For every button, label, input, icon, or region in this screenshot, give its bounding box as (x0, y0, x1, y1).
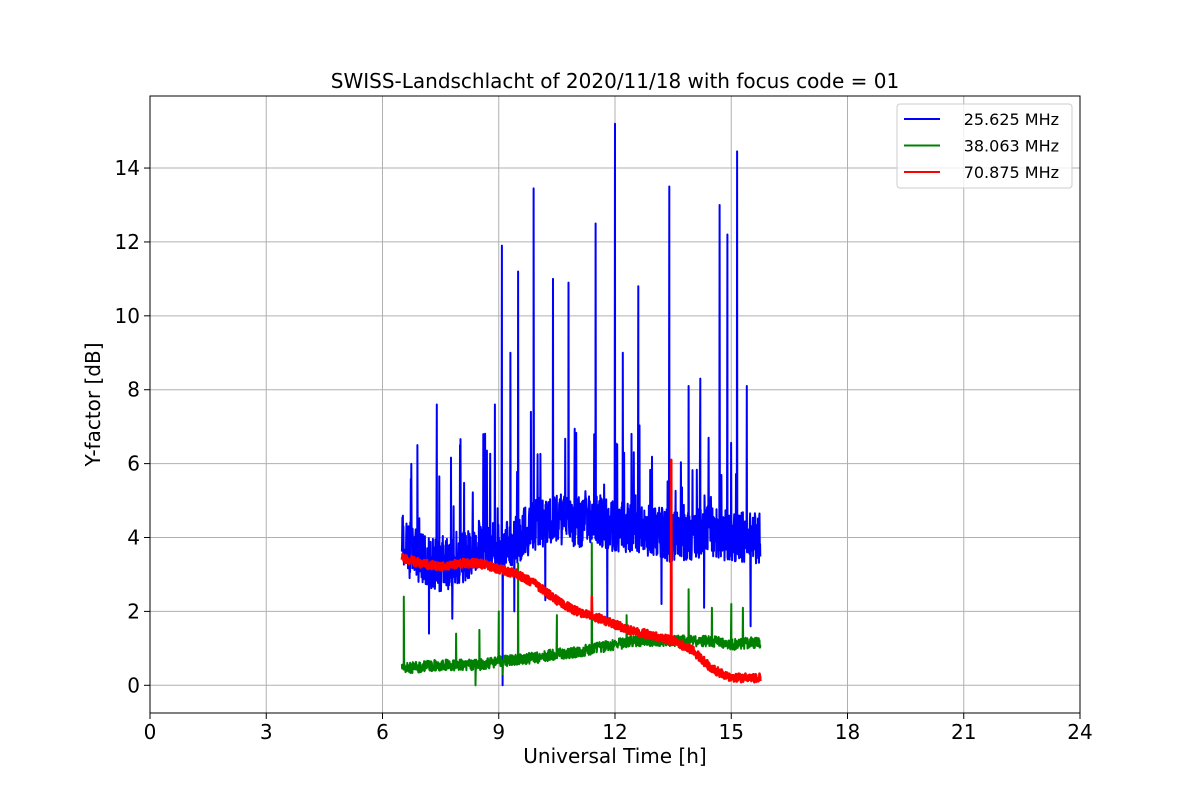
series-line-1 (400, 122, 762, 687)
x-tick-label: 6 (376, 720, 389, 744)
y-axis-label: Y-factor [dB] (81, 342, 105, 467)
y-axis: 0 2 4 6 8 10 12 14 (115, 156, 150, 697)
y-tick-label: 6 (127, 452, 140, 476)
legend-label-2: 38.063 MHz (964, 137, 1059, 156)
x-tick-label: 12 (602, 720, 627, 744)
legend-label-3: 70.875 MHz (964, 163, 1059, 182)
x-tick-label: 24 (1067, 720, 1092, 744)
y-tick-label: 4 (127, 526, 140, 550)
x-tick-label: 0 (144, 720, 157, 744)
chart-title: SWISS-Landschlacht of 2020/11/18 with fo… (331, 69, 899, 93)
y-tick-label: 14 (115, 156, 140, 180)
series-layer (400, 122, 762, 687)
y-tick-label: 0 (127, 673, 140, 697)
y-tick-label: 10 (115, 304, 140, 328)
x-tick-label: 21 (951, 720, 976, 744)
series-line-2 (400, 542, 762, 687)
legend-frame (896, 103, 1073, 189)
x-axis-label: Universal Time [h] (523, 744, 706, 768)
x-tick-label: 3 (260, 720, 273, 744)
legend: 25.625 MHz 38.063 MHz 70.875 MHz (896, 103, 1073, 189)
y-tick-label: 8 (127, 378, 140, 402)
x-tick-label: 15 (719, 720, 744, 744)
x-tick-label: 9 (492, 720, 505, 744)
y-tick-label: 12 (115, 230, 140, 254)
x-axis: 0 3 6 9 12 15 18 21 24 (144, 713, 1093, 744)
legend-label-1: 25.625 MHz (964, 110, 1059, 129)
series-line-3 (400, 458, 762, 684)
x-tick-label: 18 (835, 720, 860, 744)
y-tick-label: 2 (127, 599, 140, 623)
